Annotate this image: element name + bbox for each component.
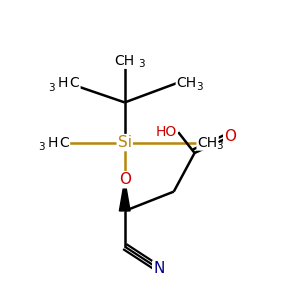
Text: 3: 3: [138, 59, 144, 69]
Text: H: H: [47, 136, 58, 150]
Text: CH: CH: [115, 54, 135, 68]
Text: C: C: [70, 76, 80, 90]
Text: N: N: [153, 261, 165, 276]
Text: 3: 3: [196, 82, 202, 92]
Text: C: C: [59, 136, 69, 150]
Text: O: O: [224, 129, 236, 144]
Text: Si: Si: [118, 135, 132, 150]
Text: CH: CH: [177, 76, 197, 90]
Text: CH: CH: [198, 136, 218, 150]
Text: 3: 3: [38, 142, 45, 152]
Text: HO: HO: [155, 125, 177, 139]
Polygon shape: [119, 180, 130, 211]
Text: H: H: [58, 76, 68, 90]
Text: O: O: [119, 172, 131, 187]
Text: 3: 3: [217, 141, 223, 151]
Text: 3: 3: [49, 82, 55, 93]
